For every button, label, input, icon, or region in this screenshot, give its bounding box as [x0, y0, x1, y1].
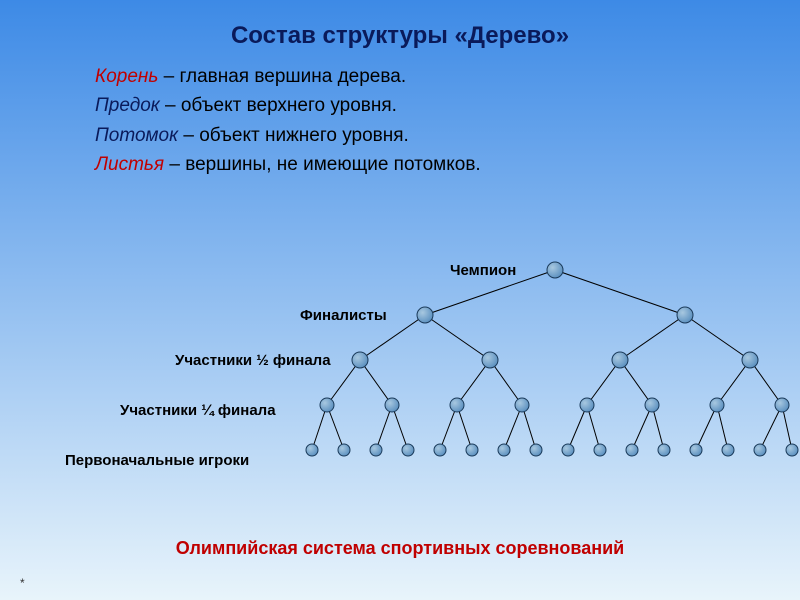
tree-node	[786, 444, 798, 456]
tree-node	[742, 352, 758, 368]
page-title: Состав структуры «Дерево»	[0, 0, 800, 50]
tree-node	[402, 444, 414, 456]
tree-node	[658, 444, 670, 456]
diagram-caption: Олимпийская система спортивных соревнова…	[0, 538, 800, 559]
level-label: Участники ½ финала	[175, 352, 331, 369]
definition-row: Предок – объект верхнего уровня.	[95, 91, 800, 120]
tree-node	[306, 444, 318, 456]
tree-node	[677, 307, 693, 323]
tree-node	[417, 307, 433, 323]
definition-row: Листья – вершины, не имеющие потомков.	[95, 150, 800, 179]
tree-node	[450, 398, 464, 412]
tree-node	[530, 444, 542, 456]
tree-edge	[685, 315, 750, 360]
definitions-list: Корень – главная вершина дерева.Предок –…	[0, 50, 800, 180]
definition-text: объект верхнего уровня.	[181, 95, 397, 116]
tree-node	[338, 444, 350, 456]
definition-term: Корень	[95, 66, 158, 87]
tree-node	[690, 444, 702, 456]
slide-content: Состав структуры «Дерево» Корень – главн…	[0, 0, 800, 600]
definition-row: Потомок – объект нижнего уровня.	[95, 121, 800, 150]
definition-term: Потомок	[95, 125, 178, 146]
tree-edge	[620, 315, 685, 360]
definition-dash: –	[160, 95, 181, 116]
tree-node	[466, 444, 478, 456]
tree-node	[515, 398, 529, 412]
tree-node	[645, 398, 659, 412]
tree-diagram: Чемпион Финалисты Участники ½ финала Участн…	[0, 250, 800, 570]
tree-edge	[760, 405, 782, 450]
definition-text: главная вершина дерева.	[179, 66, 406, 87]
definition-text: вершины, не имеющие потомков.	[185, 154, 481, 175]
tree-node	[626, 444, 638, 456]
tree-node	[562, 444, 574, 456]
tree-node	[352, 352, 368, 368]
tree-node	[580, 398, 594, 412]
level-label: Финалисты	[300, 307, 387, 324]
tree-node	[434, 444, 446, 456]
level-label: Первоначальные игроки	[65, 452, 249, 469]
tree-node	[385, 398, 399, 412]
definition-dash: –	[158, 66, 179, 87]
tree-edge	[425, 315, 490, 360]
tree-node	[547, 262, 563, 278]
definition-text: объект нижнего уровня.	[199, 125, 409, 146]
tree-node	[722, 444, 734, 456]
tree-node	[320, 398, 334, 412]
tree-node	[775, 398, 789, 412]
definition-dash: –	[164, 154, 185, 175]
footer-mark: *	[20, 576, 25, 590]
level-label: Чемпион	[450, 262, 516, 279]
definition-row: Корень – главная вершина дерева.	[95, 62, 800, 91]
definition-dash: –	[178, 125, 199, 146]
tree-node	[612, 352, 628, 368]
tree-node	[370, 444, 382, 456]
tree-node	[482, 352, 498, 368]
tree-edge	[555, 270, 685, 315]
tree-node	[710, 398, 724, 412]
tree-node	[754, 444, 766, 456]
tree-node	[594, 444, 606, 456]
tree-node	[498, 444, 510, 456]
definition-term: Предок	[95, 95, 160, 116]
definition-term: Листья	[95, 154, 164, 175]
level-label: Участники ¼ финала	[120, 402, 276, 419]
